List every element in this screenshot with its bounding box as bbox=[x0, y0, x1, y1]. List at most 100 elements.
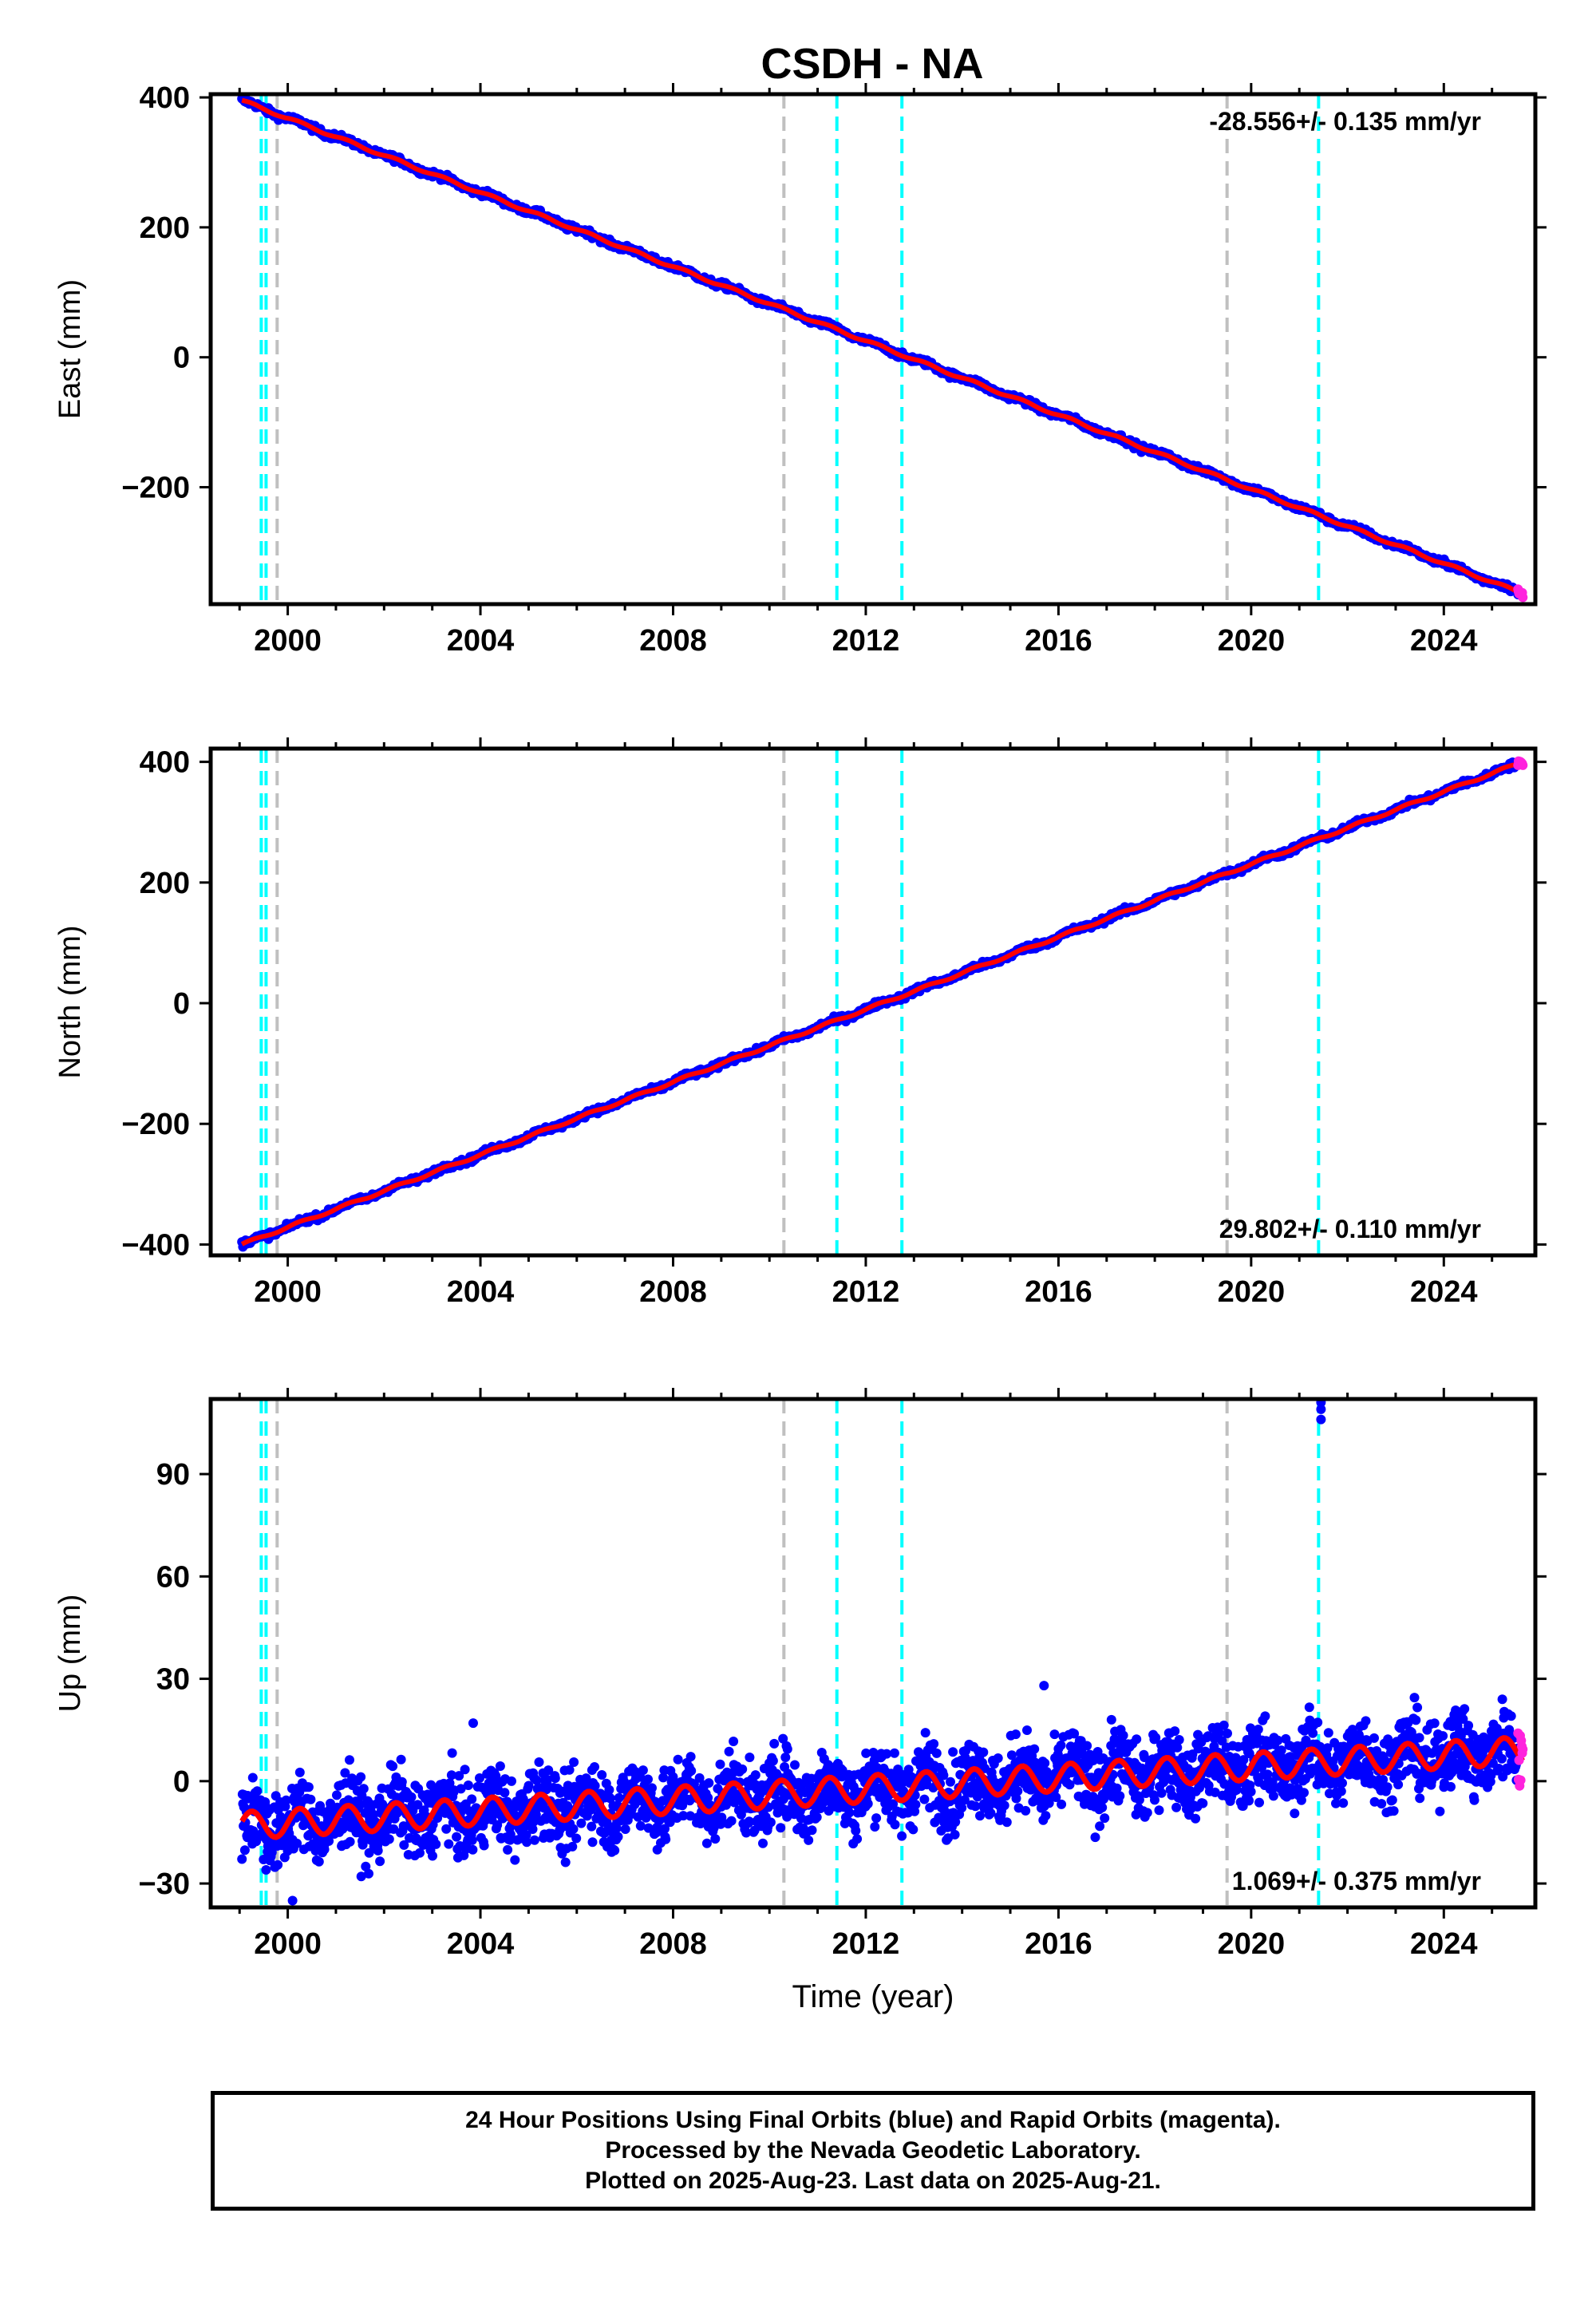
model-fit-line bbox=[240, 760, 1524, 1247]
data-point bbox=[605, 1793, 615, 1804]
data-point bbox=[749, 1825, 760, 1836]
data-point bbox=[882, 1749, 892, 1759]
data-point bbox=[729, 1737, 739, 1746]
x-tick-label: 2004 bbox=[447, 1275, 515, 1309]
data-point bbox=[441, 1824, 452, 1834]
data-point bbox=[938, 1770, 949, 1780]
data-point bbox=[1132, 1734, 1142, 1745]
data-point bbox=[678, 1811, 689, 1821]
data-point bbox=[1001, 1817, 1012, 1828]
data-point bbox=[446, 1770, 456, 1780]
data-point bbox=[529, 1835, 539, 1845]
model-fit-line bbox=[241, 97, 1524, 597]
data-point bbox=[314, 1856, 324, 1867]
data-point bbox=[587, 1837, 598, 1848]
data-point bbox=[1097, 1802, 1108, 1812]
data-point bbox=[890, 1820, 900, 1830]
data-point bbox=[614, 1792, 624, 1803]
data-point bbox=[1010, 1729, 1021, 1740]
data-point bbox=[292, 1838, 302, 1848]
data-point bbox=[717, 1812, 727, 1823]
data-point bbox=[303, 1782, 314, 1792]
y-tick-label: −200 bbox=[121, 471, 190, 504]
data-point bbox=[946, 1777, 955, 1787]
data-point bbox=[356, 1772, 366, 1782]
data-point bbox=[888, 1799, 899, 1809]
data-point bbox=[778, 1733, 788, 1744]
data-point bbox=[340, 1768, 350, 1778]
data-point bbox=[957, 1803, 967, 1813]
data-point bbox=[889, 1748, 899, 1758]
data-point bbox=[399, 1840, 409, 1850]
plot-area bbox=[237, 94, 1528, 604]
data-point bbox=[428, 1851, 437, 1861]
x-tick-label: 2012 bbox=[832, 624, 900, 658]
data-point bbox=[406, 1792, 417, 1802]
data-point bbox=[1022, 1725, 1032, 1735]
x-tick-label: 2024 bbox=[1410, 624, 1478, 658]
data-point bbox=[1049, 1729, 1060, 1740]
y-tick-label: −200 bbox=[121, 1108, 190, 1141]
y-tick-label: 200 bbox=[140, 867, 190, 900]
data-point bbox=[919, 1794, 930, 1804]
data-point bbox=[1065, 1780, 1075, 1790]
data-point bbox=[452, 1832, 462, 1842]
data-point bbox=[1198, 1798, 1208, 1808]
data-point bbox=[1150, 1795, 1159, 1805]
data-point bbox=[638, 1765, 648, 1776]
data-point bbox=[1051, 1792, 1061, 1802]
data-point bbox=[364, 1868, 373, 1879]
data-point bbox=[1056, 1740, 1066, 1750]
data-point bbox=[431, 1839, 441, 1849]
data-point bbox=[567, 1841, 578, 1852]
data-point bbox=[744, 1816, 754, 1827]
data-point bbox=[590, 1780, 600, 1791]
data-point bbox=[522, 1837, 532, 1848]
data-point bbox=[911, 1800, 921, 1810]
data-point bbox=[550, 1773, 560, 1784]
data-point bbox=[523, 1780, 534, 1791]
north-panel: 2000 2004 2008 2012 2016 2020 2024−400−2000200… bbox=[53, 737, 1547, 1309]
data-point bbox=[970, 1801, 981, 1812]
data-point bbox=[715, 1759, 725, 1769]
data-point bbox=[388, 1761, 398, 1772]
data-point bbox=[765, 1817, 776, 1828]
data-point bbox=[758, 1838, 768, 1848]
data-point bbox=[724, 1746, 734, 1757]
y-tick-label: 0 bbox=[173, 342, 190, 375]
data-point bbox=[647, 1783, 657, 1793]
data-point bbox=[454, 1771, 464, 1781]
data-point bbox=[1156, 1788, 1167, 1798]
data-point bbox=[948, 1747, 958, 1757]
data-point bbox=[620, 1824, 630, 1834]
data-point bbox=[564, 1765, 575, 1775]
data-point bbox=[1174, 1735, 1184, 1745]
data-point bbox=[643, 1823, 654, 1833]
data-point bbox=[903, 1765, 914, 1775]
data-point bbox=[463, 1780, 473, 1790]
data-point bbox=[610, 1845, 620, 1856]
data-point bbox=[560, 1857, 571, 1867]
data-point bbox=[769, 1738, 780, 1749]
data-point bbox=[1057, 1799, 1067, 1809]
data-point bbox=[920, 1728, 930, 1738]
data-point bbox=[505, 1829, 516, 1840]
data-point bbox=[701, 1838, 712, 1848]
data-point bbox=[861, 1748, 871, 1758]
plot-area bbox=[237, 1399, 1528, 1907]
data-point bbox=[1210, 1787, 1220, 1797]
data-point bbox=[467, 1835, 477, 1845]
data-point bbox=[491, 1771, 501, 1781]
data-point bbox=[354, 1800, 365, 1810]
data-point bbox=[396, 1754, 406, 1765]
data-point bbox=[1100, 1813, 1110, 1824]
rapid-orbit-points bbox=[1513, 584, 1528, 603]
plot-frame bbox=[208, 746, 1538, 1258]
data-point bbox=[581, 1773, 591, 1784]
data-point bbox=[587, 1821, 597, 1832]
data-point bbox=[239, 1845, 250, 1856]
data-point bbox=[1041, 1811, 1051, 1821]
data-point bbox=[1029, 1744, 1040, 1754]
data-point bbox=[543, 1765, 554, 1776]
